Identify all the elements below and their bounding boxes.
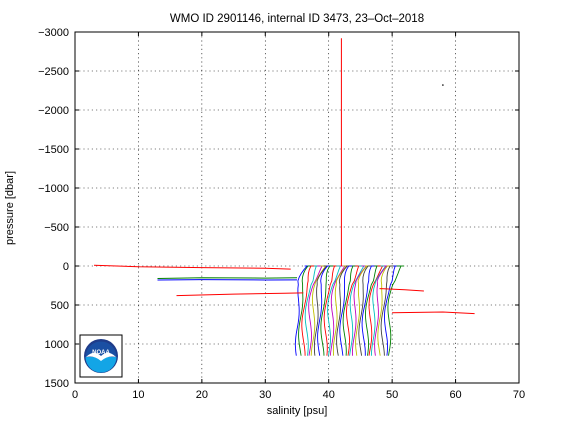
- profile-line: [349, 265, 365, 356]
- outlier-line-deep-right: [392, 311, 475, 315]
- profile-line: [329, 265, 346, 356]
- profile-line: [384, 265, 396, 356]
- outlier-line-mid-right-1: [379, 288, 424, 292]
- profile-line: [355, 265, 368, 356]
- x-tick-label: 30: [259, 389, 271, 401]
- outlier-line-surface-left: [93, 264, 291, 270]
- y-tick-label: 0: [63, 261, 69, 273]
- y-tick-label: 1000: [45, 339, 69, 351]
- y-tick-label: −2500: [38, 66, 69, 78]
- y-tick-label: −3000: [38, 27, 69, 39]
- profile-line: [320, 265, 331, 356]
- profile-line: [342, 265, 354, 356]
- profile-line: [339, 265, 350, 356]
- profile-line: [304, 265, 317, 356]
- x-axis-label: salinity [psu]: [267, 405, 328, 417]
- profile-line: [351, 265, 367, 356]
- profile-lines: [294, 265, 405, 356]
- grid-lines: [75, 32, 519, 383]
- plot-area-frame: [74, 31, 520, 384]
- stray-data-point: [442, 84, 444, 86]
- profile-line: [313, 265, 328, 356]
- profile-line: [368, 265, 383, 356]
- profile-line: [374, 265, 388, 356]
- outlier-lines: [93, 38, 475, 315]
- noaa-logo: NOAA: [79, 334, 123, 378]
- profile-line: [377, 265, 388, 356]
- profile-line: [301, 265, 312, 356]
- y-tick-label: −1500: [38, 144, 69, 156]
- profile-line: [346, 265, 360, 356]
- chart-title: WMO ID 2901146, internal ID 3473, 23–Oct…: [170, 13, 424, 25]
- profile-line: [310, 265, 327, 356]
- x-tick-label: 10: [132, 389, 144, 401]
- profile-line: [317, 265, 328, 356]
- profile-line: [332, 265, 348, 356]
- profile-line: [380, 265, 391, 356]
- x-tick-label: 60: [449, 389, 461, 401]
- logo-label: NOAA: [92, 350, 110, 356]
- y-tick-label: −500: [44, 222, 69, 234]
- profile-line: [308, 265, 323, 356]
- x-tick-label: 70: [513, 389, 525, 401]
- profile-line: [298, 265, 309, 356]
- profile-line: [327, 265, 341, 356]
- profile-line: [387, 265, 402, 356]
- y-tick-label: −1000: [38, 183, 69, 195]
- gull-icon: [86, 352, 116, 361]
- profile-line: [370, 265, 387, 356]
- axis-ticks: 0 10 20 30 40 50 60 70 −3000 −2500 −2000 −1500 −1000…: [38, 27, 525, 401]
- x-tick-label: 40: [323, 389, 335, 401]
- profile-line: [294, 265, 308, 356]
- profile-line: [361, 265, 372, 356]
- x-tick-label: 20: [196, 389, 208, 401]
- x-tick-label: 0: [72, 389, 78, 401]
- logo-water: [85, 357, 117, 373]
- profile-line: [358, 265, 369, 356]
- y-tick-label: 1500: [45, 378, 69, 390]
- profile-line: [365, 265, 378, 356]
- outlier-line-shallow-left-3: [176, 292, 304, 297]
- y-tick-label: 500: [51, 300, 69, 312]
- y-tick-label: −2000: [38, 105, 69, 117]
- outlier-line-shallow-left-1: [157, 277, 298, 279]
- profile-line: [336, 265, 348, 356]
- profile-line: [323, 265, 335, 356]
- x-tick-label: 50: [386, 389, 398, 401]
- y-axis-label: pressure [dbar]: [4, 171, 16, 245]
